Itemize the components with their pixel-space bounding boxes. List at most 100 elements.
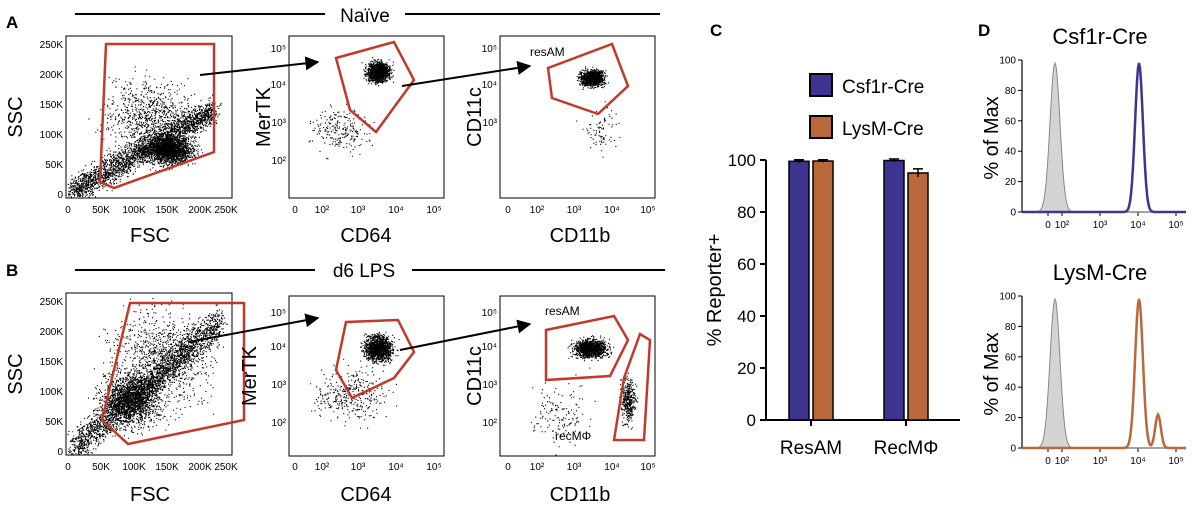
axis-label-cd64: CD64 xyxy=(340,484,391,506)
tick: 10⁵ xyxy=(482,308,497,319)
tick: 100K xyxy=(122,205,146,216)
panel-a: A Naïve 250K 200K 150K 100K 50K 0 0 50K … xyxy=(5,6,660,247)
hist-ytick-label: 20 xyxy=(1005,177,1017,188)
b2-xticks: 0 10² 10³ 10⁴ 10⁵ xyxy=(292,462,441,473)
legend-label-0: Csf1r-Cre xyxy=(842,77,924,98)
scatter-a2: 10⁵ 10⁴ 10³ 10² 0 10² 10³ 10⁴ 10⁵ CD64 M… xyxy=(253,35,445,247)
axis-label-cd11c: CD11c xyxy=(464,346,486,406)
tick: 200K xyxy=(40,70,64,81)
a3-xticks: 0 10² 10³ 10⁴ 10⁵ xyxy=(505,205,655,216)
tick: 150K xyxy=(155,462,179,473)
tick: 10³ xyxy=(567,462,582,473)
a1-xticks: 0 50K 100K 150K 200K 250K xyxy=(65,205,238,216)
gate-a2 xyxy=(334,40,416,134)
hist-xtick-label: 10⁴ xyxy=(1130,456,1145,467)
tick: 150K xyxy=(155,205,179,216)
tick: 10² xyxy=(315,205,330,216)
tick: 250K xyxy=(40,297,64,308)
scatter-a2-dots xyxy=(308,57,395,160)
scatter-points xyxy=(576,66,621,158)
scatter-points xyxy=(308,57,395,160)
hist-ytick-label: 100 xyxy=(999,56,1016,67)
axis-label-fsc: FSC xyxy=(130,484,170,506)
axis-label-mertk: MerTK xyxy=(239,345,261,406)
tick: 10² xyxy=(530,205,545,216)
b1-xticks: 0 50K 100K 150K 200K 250K xyxy=(65,462,238,473)
legend-label-1: LysM-Cre xyxy=(842,119,924,140)
arrow-a1 xyxy=(199,56,320,76)
gate-b2 xyxy=(334,318,416,400)
axis-label-mertk: MerTK xyxy=(253,86,275,147)
hist-xtick-label: 0 xyxy=(1045,220,1051,231)
hist-ytick-label: 0 xyxy=(1010,208,1016,219)
gate-label-resam-b: resAM xyxy=(545,304,580,318)
hist-bottom-ylabel: % of Max xyxy=(981,332,1003,415)
hist-reporter-line xyxy=(1022,298,1186,450)
a2-xticks: 0 10² 10³ 10⁴ 10⁵ xyxy=(292,205,441,216)
tick: 0 xyxy=(57,190,63,201)
tick: 10⁴ xyxy=(271,342,286,353)
tick: 100K xyxy=(40,130,64,141)
axis-label-cd64: CD64 xyxy=(340,225,391,247)
hist-top: 0 20 40 60 80 100 0 10² 10³ 10⁴ 10⁵ xyxy=(999,56,1186,231)
tick: 10⁵ xyxy=(640,462,655,473)
hist-ytick-label: 20 xyxy=(1005,413,1017,424)
bar-ytick-label: 40 xyxy=(737,307,756,326)
hist-ytick-label: 100 xyxy=(999,292,1016,303)
tick: 200K xyxy=(40,327,64,338)
tick: 0 xyxy=(292,462,298,473)
scatter-a3-dots xyxy=(576,66,621,158)
tick: 250K xyxy=(40,40,64,51)
hist-ytick-label: 80 xyxy=(1005,322,1017,333)
hist-xtick-label: 10³ xyxy=(1093,456,1108,467)
hist-top-title: Csf1r-Cre xyxy=(1052,24,1147,49)
bar-ytick-label: 20 xyxy=(737,359,756,378)
panel-d: D Csf1r-Cre LysM-Cre % of Max % of Max 0… xyxy=(978,21,1186,467)
scatter-a1: 250K 200K 150K 100K 50K 0 0 50K 100K 150… xyxy=(5,35,238,247)
a3-yticks: 10⁵ 10⁴ 10³ xyxy=(482,44,498,129)
hist-ytick-label: 60 xyxy=(1005,352,1017,363)
tick: 10⁴ xyxy=(604,205,619,216)
hist-xtick-label: 10⁴ xyxy=(1130,220,1145,231)
tick: 10³ xyxy=(272,380,287,391)
tick: 0 xyxy=(505,462,511,473)
axis-label-cd11b: CD11b xyxy=(550,225,611,247)
lps-title: d6 LPS xyxy=(333,261,395,282)
tick: 0 xyxy=(65,205,71,216)
panel-label-d: D xyxy=(978,21,990,40)
gate-label-recmphi: recMΦ xyxy=(555,429,591,443)
hist-control-area xyxy=(1022,61,1186,213)
gate-label-resam-a: resAM xyxy=(530,45,565,59)
a2-yticks: 10⁵ 10⁴ 10³ 10² xyxy=(271,44,287,167)
tick: 10³ xyxy=(567,205,582,216)
tick: 250K xyxy=(214,205,238,216)
tick: 0 xyxy=(65,462,71,473)
tick: 200K xyxy=(188,462,212,473)
tick: 10⁴ xyxy=(271,80,286,91)
tick: 0 xyxy=(292,205,298,216)
bar-1-0 xyxy=(812,160,834,421)
legend-swatch-1 xyxy=(809,115,833,139)
tick: 10³ xyxy=(483,118,498,129)
tick: 150K xyxy=(40,357,64,368)
gate-a3 xyxy=(546,42,630,116)
axis-label-cd11b: CD11b xyxy=(550,484,611,506)
tick: 10² xyxy=(272,418,287,429)
gate-b1 xyxy=(100,301,246,446)
b3-xticks: 0 10² 10³ 10⁴ 10⁵ xyxy=(505,462,655,473)
axis-label-ssc: SSC xyxy=(5,96,27,137)
axis-label-cd11c: CD11c xyxy=(464,87,486,147)
hist-xtick-label: 10⁵ xyxy=(1168,456,1183,467)
scatter-points xyxy=(67,298,228,455)
panel-c: C Csf1r-Cre LysM-Cre 0 20 40 60 80 100 ResAM Rec… xyxy=(704,21,960,459)
gate-b3-recmphi xyxy=(612,332,652,442)
hist-xtick-label: 10⁵ xyxy=(1168,220,1183,231)
panel-b: B d6 LPS 250K 200K 150K 100K 50K 0 0 50K… xyxy=(5,261,665,506)
tick: 10² xyxy=(272,156,287,167)
tick: 10² xyxy=(483,418,498,429)
bar-ytick-label: 100 xyxy=(728,151,756,170)
hist-ytick-label: 80 xyxy=(1005,86,1017,97)
gate-b3-resam xyxy=(544,314,630,382)
hist-xtick-label: 10² xyxy=(1055,220,1070,231)
hist-ytick-label: 0 xyxy=(1010,444,1016,455)
